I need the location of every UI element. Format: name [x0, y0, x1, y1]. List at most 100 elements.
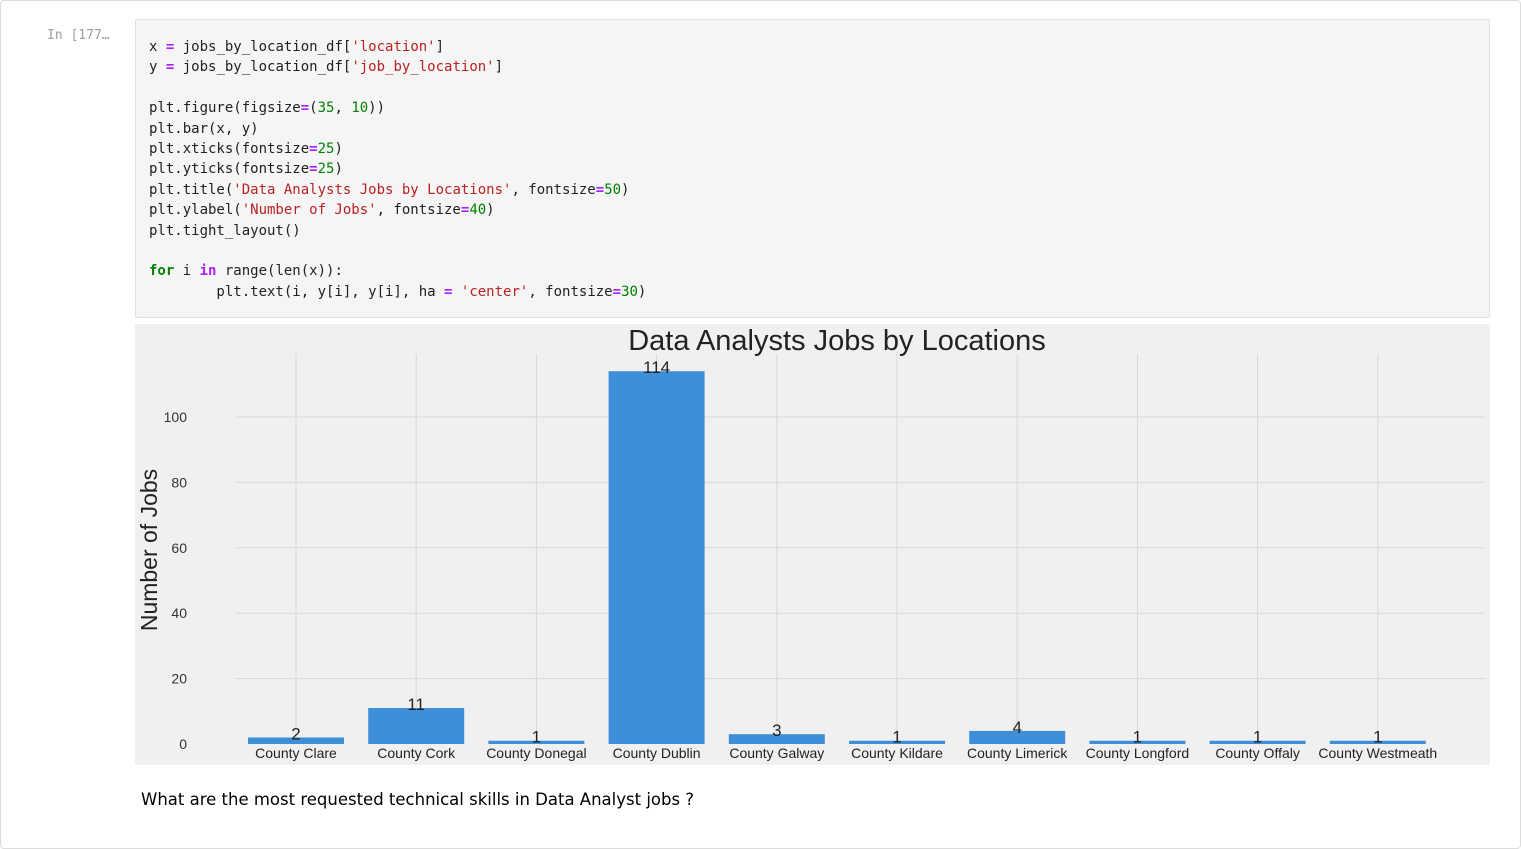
- code-line: plt.figure(figsize=(35, 10)): [149, 98, 646, 118]
- code-line: [149, 78, 646, 98]
- code-token: ): [486, 202, 495, 219]
- chart-title: Data Analysts Jobs by Locations: [628, 325, 1046, 357]
- y-tick-label: 40: [171, 605, 187, 621]
- code-token: =: [595, 181, 605, 198]
- data-label: 1: [892, 728, 901, 747]
- bar: [1209, 740, 1306, 744]
- code-token: 25: [317, 140, 335, 157]
- code-token: jobs_by_location_df[: [174, 39, 352, 55]
- data-label: 4: [1012, 718, 1021, 737]
- code-line: plt.yticks(fontsize=25): [149, 159, 646, 179]
- data-label: 2: [291, 724, 300, 743]
- code-token: plt.figure(figsize: [149, 100, 301, 117]
- y-tick-label: 20: [171, 671, 187, 687]
- x-tick-label: County Donegal: [486, 745, 586, 761]
- x-tick-label: County Westmeath: [1318, 745, 1437, 761]
- data-label: 114: [643, 358, 670, 377]
- code-token: plt.title(: [149, 181, 234, 198]
- code-token: range(len(x)):: [216, 263, 343, 280]
- code-line: plt.xticks(fontsize=25): [149, 139, 646, 159]
- code-token: ): [334, 161, 343, 178]
- x-tick-label: County Clare: [255, 745, 337, 761]
- data-label: 1: [532, 728, 541, 747]
- code-token: i: [174, 263, 200, 280]
- bar: [1089, 740, 1186, 744]
- code-token: =: [165, 59, 175, 76]
- code-token: 50: [604, 181, 622, 198]
- code-token: ): [334, 140, 343, 157]
- code-token: plt.tight_layout(): [149, 222, 301, 239]
- code-token: =: [300, 100, 310, 117]
- code-token: 'job_by_location': [351, 59, 495, 76]
- code-token: y: [149, 59, 166, 76]
- data-label: 1: [1373, 728, 1382, 747]
- cell-prompt: In [177…: [47, 28, 110, 43]
- data-label: 11: [407, 695, 425, 714]
- code-line: plt.ylabel('Number of Jobs', fontsize=40…: [149, 200, 646, 220]
- code-token: 25: [317, 161, 335, 178]
- code-token: =: [165, 39, 175, 55]
- data-label: 3: [772, 721, 781, 740]
- code-token: , fontsize: [511, 181, 596, 198]
- code-line: plt.text(i, y[i], y[i], ha = 'center', f…: [149, 282, 646, 302]
- chart-y-axis-label: Number of Jobs: [136, 469, 162, 631]
- code-line: for i in range(len(x)):: [149, 261, 646, 281]
- chart-background: [135, 324, 1490, 765]
- code-editor[interactable]: x = jobs_by_location_df['location']y = j…: [149, 37, 646, 302]
- data-label: 1: [1133, 728, 1142, 747]
- y-tick-label: 60: [171, 540, 187, 556]
- code-token: 35: [317, 100, 335, 117]
- bar: [969, 730, 1066, 744]
- code-token: =: [309, 140, 318, 157]
- markdown-question: What are the most requested technical sk…: [141, 790, 695, 809]
- code-token: 30: [621, 283, 638, 300]
- x-tick-label: County Limerick: [967, 745, 1068, 761]
- code-token: (: [309, 100, 318, 117]
- code-token: 'Number of Jobs': [241, 202, 377, 219]
- code-token: plt.yticks(fontsize: [149, 161, 310, 178]
- code-token: =: [309, 161, 318, 178]
- bar: [488, 740, 585, 744]
- y-tick-label: 0: [179, 736, 187, 752]
- x-tick-label: County Galway: [729, 745, 824, 761]
- code-token: jobs_by_location_df[: [174, 59, 352, 76]
- code-token: , fontsize: [376, 202, 461, 219]
- chart-ticks: 0 20 40 60 80 100 County Clare County Cork Count…: [164, 409, 1438, 761]
- code-line: [149, 241, 646, 261]
- bar-chart: 0 20 40 60 80 100 County Clare County Cork Count…: [135, 324, 1490, 765]
- bar: [728, 734, 825, 744]
- code-token: =: [444, 283, 453, 300]
- code-token: for: [149, 263, 175, 280]
- x-tick-label: County Offaly: [1215, 745, 1300, 761]
- code-line: plt.tight_layout(): [149, 221, 646, 241]
- x-tick-label: County Cork: [377, 745, 456, 761]
- code-token: ,: [334, 100, 352, 117]
- code-line: x = jobs_by_location_df['location']: [149, 37, 646, 57]
- cell-output: 0 20 40 60 80 100 County Clare County Cork Count…: [135, 324, 1490, 765]
- code-token: plt.ylabel(: [149, 202, 242, 219]
- bar: [248, 737, 344, 744]
- bar: [368, 708, 465, 744]
- code-token: ): [637, 283, 647, 300]
- code-line: plt.title('Data Analysts Jobs by Locatio…: [149, 180, 646, 200]
- code-token: in: [199, 263, 217, 280]
- x-tick-label: County Dublin: [613, 745, 701, 761]
- code-token: ): [621, 181, 630, 198]
- code-token: 40: [469, 202, 487, 219]
- code-token: )): [368, 100, 386, 117]
- x-tick-label: County Kildare: [851, 745, 943, 761]
- code-token: plt.xticks(fontsize: [149, 140, 310, 157]
- code-token: =: [460, 202, 470, 219]
- bar: [608, 371, 705, 744]
- bar: [1329, 740, 1426, 744]
- code-token: plt.text(i, y[i], y[i], ha: [149, 283, 445, 300]
- code-token: x: [149, 39, 166, 55]
- code-token: [452, 284, 460, 300]
- code-cell[interactable]: x = jobs_by_location_df['location']y = j…: [135, 19, 1490, 318]
- code-line: plt.bar(x, y): [149, 119, 646, 139]
- code-token: , fontsize: [528, 283, 613, 300]
- code-token: 'Data Analysts Jobs by Locations': [233, 181, 512, 198]
- y-tick-label: 80: [171, 474, 187, 490]
- code-token: =: [612, 283, 622, 300]
